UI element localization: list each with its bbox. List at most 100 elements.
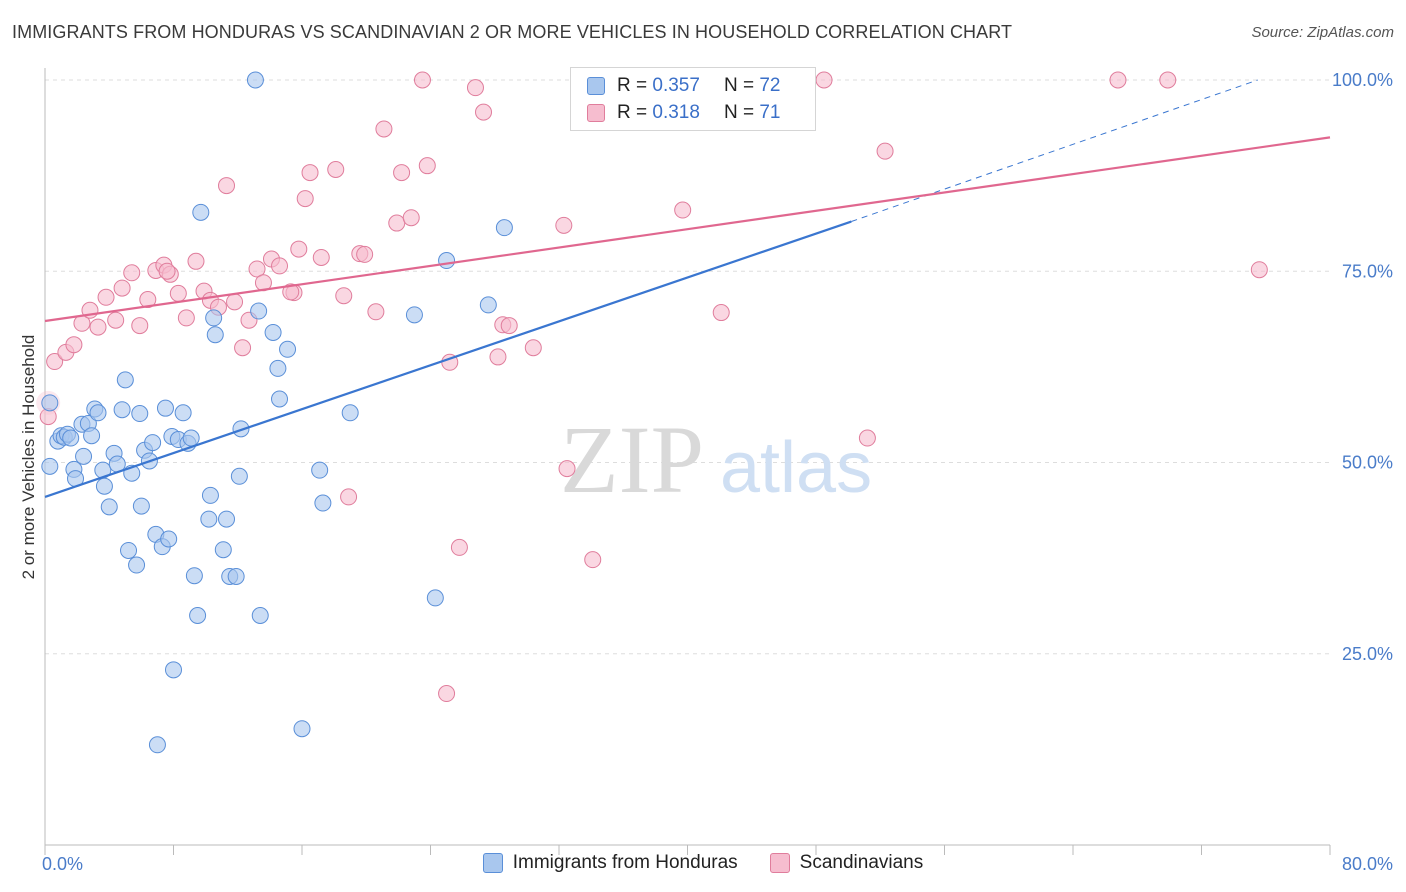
scandinavians-point [89,318,107,336]
honduras-point [495,219,513,237]
scandinavians-point [1250,261,1268,279]
honduras-point [230,467,248,485]
honduras-point [426,589,444,607]
scandinavians-point [296,190,314,208]
scandinavians-point [107,311,125,329]
honduras-point [269,359,287,377]
legend-r-label: R = [617,102,648,123]
scandinavians-point [858,429,876,447]
honduras-trend-line [44,220,852,498]
honduras-trend-extension [851,79,1258,222]
scandinavians-point [876,142,894,160]
honduras-point [185,567,203,585]
honduras-point [246,71,264,89]
watermark-zip: ZIP [560,406,704,513]
scandinavians-point [500,317,518,335]
scandinavians-point [466,79,484,97]
legend-row-scandinavians: R = 0.318 N = 71 [587,100,780,126]
scandinavians-point [187,252,205,270]
scandinavians-point [177,309,195,327]
scandinavians-point [282,283,300,301]
honduras-point [148,736,166,754]
honduras-point [271,390,289,408]
scandinavians-point [438,685,456,703]
scandinavians-trend-line [44,136,1331,323]
scandinavians-point [65,336,83,354]
legend-r-value: 0.318 [652,102,700,123]
scandinavians-point [226,293,244,311]
honduras-point [160,530,178,548]
scandinavians-point [584,551,602,569]
honduras-point [120,541,138,559]
scandinavians-point [815,71,833,89]
scandinavians-point [46,353,64,371]
chart-title: IMMIGRANTS FROM HONDURAS VS SCANDINAVIAN… [12,22,1013,42]
watermark-atlas: atlas [720,428,872,508]
scandinavians-point [712,304,730,322]
scandinavians-point [248,260,266,278]
scandinavians-point [413,71,431,89]
scandinavians-point [158,262,176,280]
scandinavians-point [340,488,358,506]
scandinavians-point [1109,71,1127,89]
honduras-point [251,607,269,624]
honduras-point [206,326,224,344]
scandinavians-point [139,291,157,309]
legend-n-value: 71 [759,102,781,123]
legend-item-scandinavians[interactable]: Scandinavians [769,852,923,874]
scandinavians-point [312,248,330,266]
grid-lines [45,79,1330,655]
honduras-point [95,477,113,495]
honduras-point [205,309,223,327]
x-tick-label: 80.0% [1342,854,1393,874]
scandinavians-point [123,264,141,282]
y-tick-label: 50.0% [1342,453,1393,473]
honduras-point [132,497,150,515]
scandinavians-point [97,288,115,306]
scandinavians-point [131,317,149,335]
legend-swatch-blue [587,77,605,95]
scandinavians-point [169,284,187,302]
x-tick-label: 0.0% [42,854,83,874]
scandinavians-point [367,303,385,321]
honduras-points [41,71,513,754]
honduras-point [200,510,218,528]
honduras-point [128,556,146,574]
source-credit: Source: ZipAtlas.com [1251,24,1394,41]
legend-r-label: R = [617,75,648,96]
scandinavians-point [301,164,319,182]
watermark: ZIP atlas [560,406,872,513]
scandinavians-point [402,209,420,227]
scandinavians-point [524,339,542,357]
legend-r-value: 0.357 [652,75,700,96]
legend-n-value: 72 [759,75,781,96]
scandinavians-point [356,245,374,263]
scandinavians-points [36,71,1268,703]
scandinavians-point [271,257,289,275]
honduras-point [174,404,192,422]
honduras-point [100,498,118,516]
honduras-point [227,567,245,585]
legend-label-honduras: Immigrants from Honduras [512,852,738,873]
scandinavians-point [335,287,353,305]
honduras-point [311,461,329,479]
honduras-point [192,203,210,221]
honduras-point [41,457,59,475]
honduras-point [41,394,59,412]
honduras-point [250,302,268,320]
honduras-point [165,661,182,679]
honduras-point [189,607,207,624]
scandinavians-point [1159,71,1177,89]
honduras-point [218,510,236,528]
scandinavians-point [418,157,436,175]
y-axis-title: 2 or more Vehicles in Household [19,335,38,580]
scandinavians-point [393,164,411,182]
legend-swatch-blue [482,853,503,873]
legend-swatch-pink [587,104,605,122]
scandinavians-point [218,177,236,195]
legend-item-honduras[interactable]: Immigrants from Honduras [482,852,738,874]
axes [44,68,1331,855]
honduras-point [341,404,359,422]
honduras-point [293,720,311,738]
